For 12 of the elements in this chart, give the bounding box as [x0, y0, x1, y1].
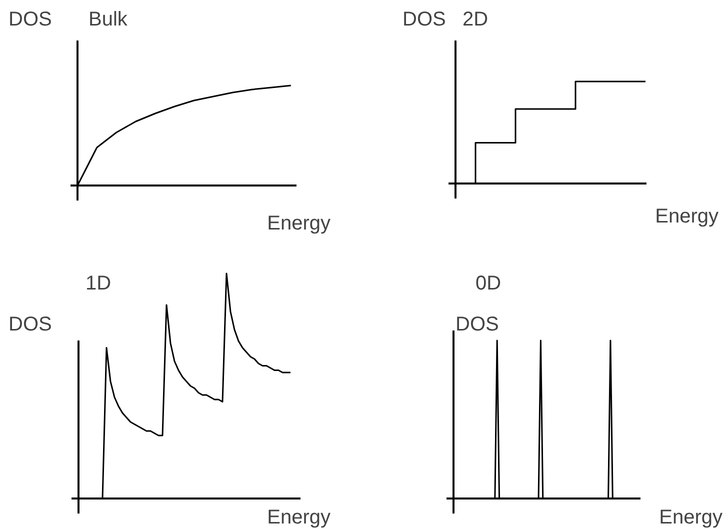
x-axis-title: Energy — [267, 212, 331, 234]
y-axis-title: DOS — [456, 314, 499, 336]
y-axis-title: DOS — [402, 8, 446, 30]
chart-title: 0D — [476, 272, 502, 294]
chart-title: 2D — [462, 8, 488, 30]
x-axis-title: Energy — [655, 206, 719, 228]
y-axis-title: DOS — [8, 8, 52, 30]
y-axis-title: DOS — [8, 314, 52, 336]
x-axis-title: Energy — [659, 506, 723, 528]
chart-title: 1D — [86, 272, 112, 294]
chart-title: Bulk — [88, 8, 128, 30]
x-axis-title: Energy — [267, 506, 331, 528]
